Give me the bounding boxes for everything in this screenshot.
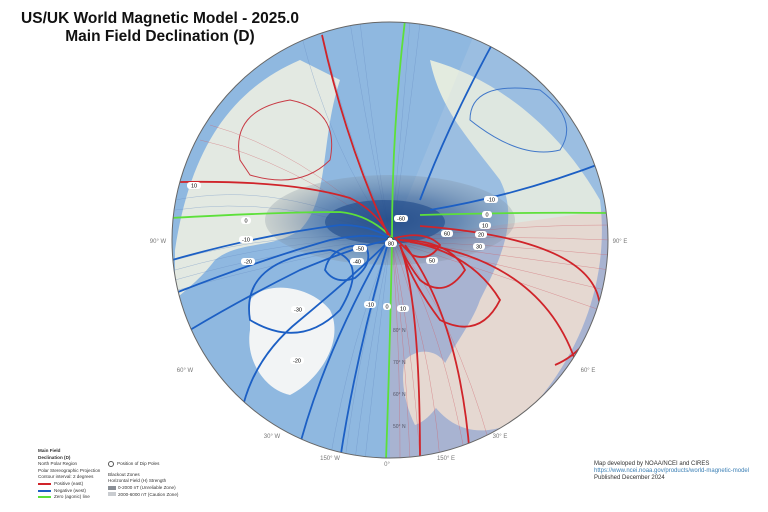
- contour-label: -50: [353, 245, 367, 253]
- svg-text:50: 50: [429, 259, 435, 265]
- blackout-title: Blackout Zones: [108, 471, 140, 477]
- legend-interval: Contour interval: 2 degrees: [38, 474, 94, 480]
- svg-text:50° N: 50° N: [393, 424, 406, 430]
- published-date: Published December 2024: [594, 475, 665, 481]
- contour-label: 60: [441, 230, 453, 238]
- land-greenland: [249, 287, 335, 395]
- legend-dip-pole: Position of Dip Poles: [108, 461, 178, 468]
- contour-label: -60: [394, 215, 408, 223]
- contour-label: -10: [364, 301, 376, 309]
- map-title: US/UK World Magnetic Model - 2025.0 Main…: [20, 10, 300, 46]
- svg-text:-40: -40: [353, 260, 361, 266]
- contour-label: 0: [482, 211, 492, 219]
- legend-item-negative: Negative (west): [38, 488, 100, 495]
- legend-zone-caution: 2000-6000 nT (Caution Zone): [108, 492, 178, 499]
- contour-label: 10: [479, 222, 491, 230]
- svg-text:20: 20: [478, 233, 484, 239]
- contour-label: 0: [383, 303, 391, 311]
- contour-label: -10: [484, 196, 498, 204]
- svg-text:30° E: 30° E: [493, 434, 508, 440]
- agonic-line-east: [419, 211, 608, 216]
- legend: Main Field Declination (D) North Polar R…: [38, 448, 100, 501]
- credit-link[interactable]: https://www.ncei.noaa.gov/products/world…: [594, 468, 750, 474]
- svg-text:0: 0: [485, 213, 488, 219]
- svg-text:30: 30: [476, 245, 482, 251]
- svg-text:60° W: 60° W: [177, 368, 194, 374]
- svg-text:60° E: 60° E: [581, 368, 596, 374]
- svg-text:80: 80: [388, 242, 394, 248]
- contour-labels: 10 0 -10 -20 -10 0 10 20 30 -60 -50 -40 …: [187, 182, 498, 365]
- svg-text:60: 60: [444, 232, 450, 238]
- svg-text:-10: -10: [366, 303, 374, 309]
- legend-subheading: Declination (D): [38, 454, 71, 460]
- svg-text:10: 10: [191, 184, 197, 190]
- agonic-line-south: [385, 241, 393, 458]
- legend-projection: Polar Stereographic Projection: [38, 467, 101, 473]
- svg-text:-60: -60: [397, 217, 405, 223]
- svg-text:-20: -20: [244, 260, 252, 266]
- svg-text:70° N: 70° N: [393, 360, 406, 366]
- contour-label: -40: [350, 258, 364, 266]
- svg-text:10: 10: [482, 224, 488, 230]
- legend-item-zero: Zero (agonic) line: [38, 494, 100, 501]
- blackout-subtitle: Horizontal Field (H) Strength: [108, 478, 167, 484]
- legend-heading: Main Field: [38, 448, 61, 453]
- svg-text:60° N: 60° N: [393, 392, 406, 398]
- svg-text:80° N: 80° N: [393, 328, 406, 334]
- longitude-labels: 90° W 90° E 0° 30° W 30° E 60° W 60° E 1…: [150, 239, 628, 468]
- legend-item-positive: Positive (east): [38, 481, 100, 488]
- svg-text:10: 10: [400, 307, 406, 313]
- land-eurasia: [430, 60, 602, 431]
- svg-text:-50: -50: [356, 247, 364, 253]
- land-scandinavia: [403, 351, 450, 425]
- svg-text:0: 0: [244, 219, 247, 225]
- contour-label: 30: [473, 243, 485, 251]
- contour-label: -20: [241, 258, 255, 266]
- svg-text:-10: -10: [242, 238, 250, 244]
- contour-label: 0: [241, 217, 251, 225]
- title-line-1: US/UK World Magnetic Model - 2025.0: [21, 10, 299, 27]
- land-north-america: [175, 60, 340, 300]
- legend-blackout: Position of Dip Poles Blackout Zones Hor…: [108, 461, 178, 498]
- credit-block: Map developed by NOAA/NCEI and CIRES htt…: [594, 461, 749, 482]
- svg-text:30° W: 30° W: [264, 434, 281, 440]
- svg-text:-10: -10: [487, 198, 495, 204]
- svg-text:90° W: 90° W: [150, 239, 167, 245]
- contour-label: 20: [475, 231, 487, 239]
- svg-text:0: 0: [385, 305, 388, 311]
- contour-label: 80: [385, 240, 397, 248]
- svg-text:150° W: 150° W: [320, 456, 340, 462]
- agonic-line-west: [172, 211, 393, 239]
- svg-text:150° E: 150° E: [437, 456, 455, 462]
- contour-label: -30: [291, 306, 305, 314]
- contour-label: -20: [290, 357, 304, 365]
- svg-text:90° E: 90° E: [613, 239, 628, 245]
- latitude-labels: 80° N 70° N 60° N 50° N: [393, 328, 406, 430]
- legend-region: North Polar Region: [38, 461, 78, 467]
- svg-text:-20: -20: [293, 359, 301, 365]
- contour-label: 10: [397, 305, 409, 313]
- svg-text:0°: 0°: [384, 462, 390, 468]
- agonic-line-north: [391, 22, 406, 239]
- dip-pole-icon: [108, 461, 114, 467]
- contour-label: 50: [426, 257, 438, 265]
- title-line-2: Main Field Declination (D): [65, 28, 255, 45]
- legend-zone-unreliable: 0-2000 nT (Unreliable Zone): [108, 485, 178, 492]
- contour-label: 10: [187, 182, 201, 190]
- svg-text:-30: -30: [294, 308, 302, 314]
- credit-line: Map developed by NOAA/NCEI and CIRES: [594, 461, 710, 467]
- contour-label: -10: [239, 236, 253, 244]
